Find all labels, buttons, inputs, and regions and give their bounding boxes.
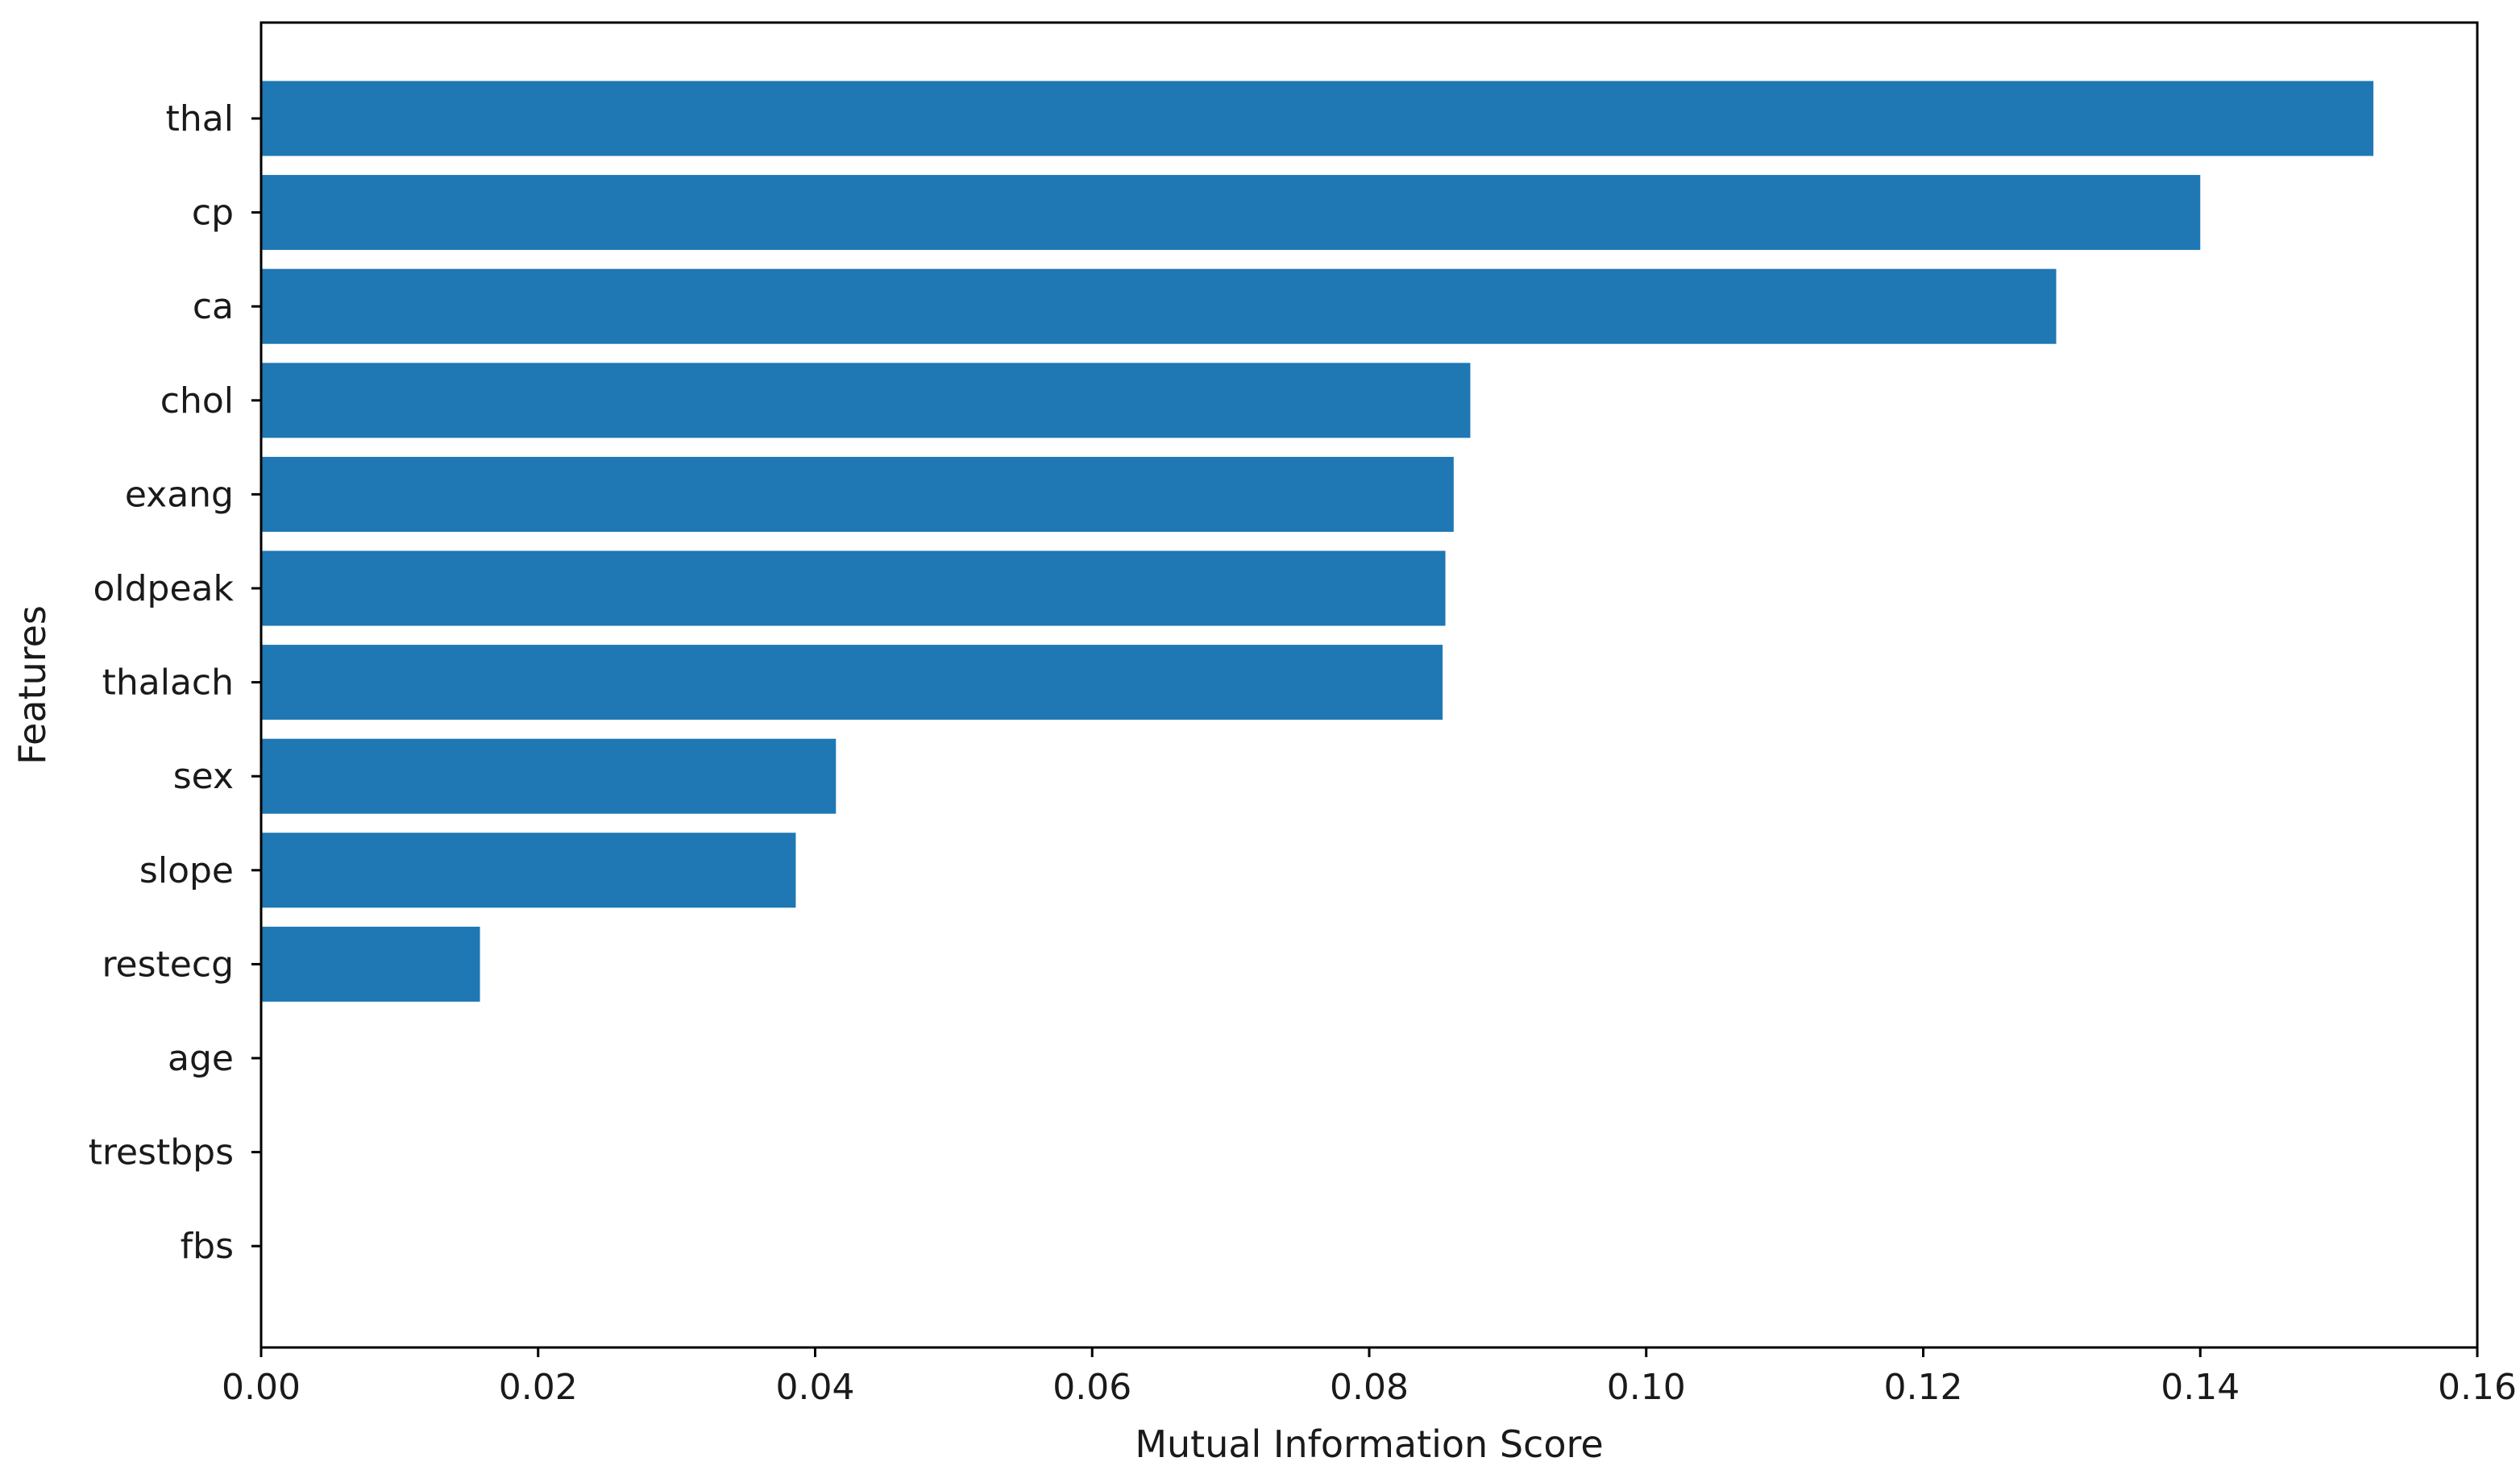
y-tick-label-slope: slope [139, 850, 234, 891]
y-tick-label-cp: cp [192, 193, 234, 234]
x-tick-label: 0.10 [1607, 1367, 1686, 1408]
bar-restecg [261, 926, 480, 1002]
y-tick-label-age: age [168, 1038, 234, 1079]
x-tick-label: 0.16 [2438, 1367, 2517, 1408]
x-tick-label: 0.00 [222, 1367, 301, 1408]
bars-group [261, 81, 2374, 1002]
y-axis-label: Features [10, 605, 54, 765]
bar-exang [261, 456, 1454, 532]
x-axis-label: Mutual Information Score [1135, 1422, 1603, 1466]
bar-thal [261, 81, 2374, 156]
bar-oldpeak [261, 550, 1446, 626]
y-tick-label-trestbps: trestbps [89, 1132, 234, 1173]
y-axis-ticks: thal cp ca chol exang oldpeak thalach sex slope r… [89, 98, 261, 1267]
y-tick-label-thal: thal [166, 98, 234, 139]
y-tick-label-exang: exang [125, 474, 234, 515]
y-tick-label-chol: chol [160, 380, 234, 421]
bar-sex [261, 738, 837, 814]
bar-cp [261, 175, 2201, 251]
x-tick-label: 0.02 [499, 1367, 578, 1408]
x-tick-label: 0.14 [2161, 1367, 2240, 1408]
x-tick-label: 0.08 [1330, 1367, 1409, 1408]
y-tick-label-sex: sex [173, 756, 234, 797]
y-tick-label-fbs: fbs [181, 1226, 234, 1267]
y-tick-label-oldpeak: oldpeak [93, 568, 234, 609]
bar-ca [261, 268, 2057, 344]
y-tick-label-thalach: thalach [102, 662, 234, 704]
y-tick-label-ca: ca [193, 286, 234, 327]
y-tick-label-restecg: restecg [102, 944, 234, 985]
bar-chol [261, 363, 1471, 438]
plot-frame [259, 21, 2479, 1349]
bar-slope [261, 832, 796, 908]
x-axis-ticks: 0.00 0.02 0.04 0.06 0.08 0.10 0.12 0.14 0.16 [222, 1347, 2517, 1408]
x-tick-label: 0.06 [1052, 1367, 1131, 1408]
bar-thalach [261, 645, 1443, 720]
x-tick-label: 0.12 [1884, 1367, 1963, 1408]
x-tick-label: 0.04 [776, 1367, 855, 1408]
